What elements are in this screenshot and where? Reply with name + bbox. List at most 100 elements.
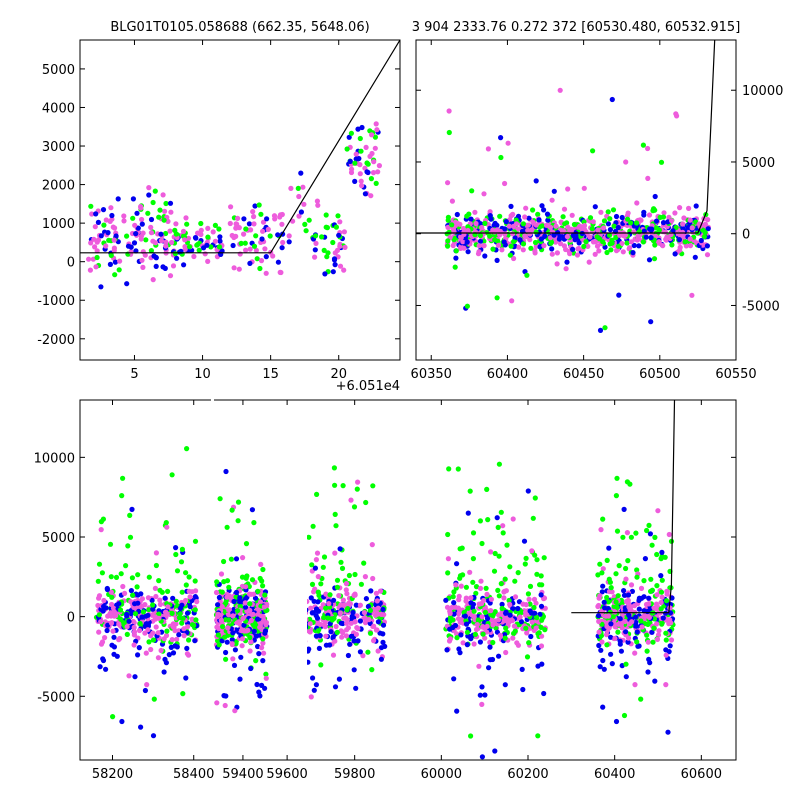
data-point <box>373 180 379 186</box>
data-point <box>340 483 346 489</box>
full-x-tick-label: 60550 <box>715 367 756 382</box>
seasons-x-tick-label: 60000 <box>421 767 462 782</box>
data-point <box>378 656 384 662</box>
data-point <box>98 284 104 290</box>
data-point <box>290 628 295 633</box>
data-point <box>538 643 545 649</box>
data-point <box>525 488 531 494</box>
data-point <box>347 641 353 647</box>
data-point <box>485 146 491 152</box>
data-point <box>156 578 162 584</box>
data-point <box>126 673 132 679</box>
data-point <box>313 633 319 639</box>
data-point <box>663 598 670 604</box>
data-point <box>164 524 170 530</box>
data-point <box>168 644 174 651</box>
data-point <box>295 185 301 191</box>
data-point <box>620 249 626 255</box>
data-point <box>300 631 305 636</box>
data-point <box>651 206 657 212</box>
seasons-y-tick-label: 10000 <box>34 451 75 466</box>
data-point <box>497 213 503 219</box>
data-point <box>288 617 293 622</box>
data-point <box>186 574 192 580</box>
data-point <box>628 534 635 540</box>
full-y-tick-label: -5000 <box>742 299 780 314</box>
data-point <box>445 238 451 244</box>
data-point <box>293 597 298 602</box>
data-point <box>633 530 639 536</box>
data-point <box>504 542 510 548</box>
data-point <box>549 197 555 203</box>
data-point <box>181 633 187 639</box>
data-point <box>485 517 491 523</box>
zoom-y-tick-label: -1000 <box>37 294 75 309</box>
data-point <box>130 215 136 221</box>
data-point <box>242 600 248 606</box>
data-point <box>495 242 502 248</box>
data-point <box>313 240 319 246</box>
data-point <box>179 620 185 626</box>
data-point <box>659 594 665 600</box>
data-point <box>321 622 327 628</box>
data-point <box>623 661 629 667</box>
data-point <box>298 209 304 215</box>
data-point <box>249 577 256 583</box>
data-point <box>353 151 359 157</box>
data-point <box>284 618 289 623</box>
data-point <box>316 645 322 652</box>
data-point <box>645 621 651 628</box>
data-point <box>251 214 257 220</box>
data-point <box>310 675 316 681</box>
data-point <box>610 614 616 620</box>
data-point <box>249 507 255 513</box>
data-point <box>247 648 253 654</box>
data-point <box>375 169 381 175</box>
data-point <box>520 247 526 253</box>
data-point <box>465 249 471 255</box>
data-point <box>262 246 268 252</box>
data-point <box>511 623 517 629</box>
data-point <box>334 629 340 636</box>
data-point <box>146 192 152 198</box>
data-point <box>381 612 387 618</box>
data-point <box>321 247 327 253</box>
data-point <box>484 486 490 492</box>
data-point <box>185 624 191 630</box>
data-point <box>345 652 351 659</box>
data-point <box>375 605 381 611</box>
data-point <box>463 584 469 590</box>
data-point <box>374 127 380 133</box>
data-point <box>98 619 104 625</box>
data-point <box>288 624 293 629</box>
data-point <box>292 641 297 646</box>
data-point <box>307 659 311 665</box>
data-point <box>298 619 303 624</box>
data-point <box>369 132 375 138</box>
data-point <box>173 231 179 237</box>
data-point <box>478 578 484 584</box>
data-point <box>596 618 602 625</box>
data-point <box>534 557 540 563</box>
data-point <box>157 601 163 608</box>
data-point <box>322 271 328 277</box>
data-point <box>525 222 531 228</box>
data-point <box>490 622 496 628</box>
data-point <box>288 624 293 629</box>
data-point <box>126 618 132 624</box>
data-point <box>363 144 369 150</box>
data-point <box>371 638 377 644</box>
data-point <box>528 245 534 251</box>
data-point <box>613 493 620 499</box>
data-point <box>107 541 114 547</box>
data-point <box>291 654 296 659</box>
data-point <box>514 640 520 646</box>
data-point <box>192 638 198 644</box>
data-point <box>355 126 361 132</box>
data-point <box>191 622 197 629</box>
data-point <box>496 653 502 659</box>
data-point <box>672 210 678 216</box>
data-point <box>230 630 236 636</box>
data-point <box>638 585 645 592</box>
